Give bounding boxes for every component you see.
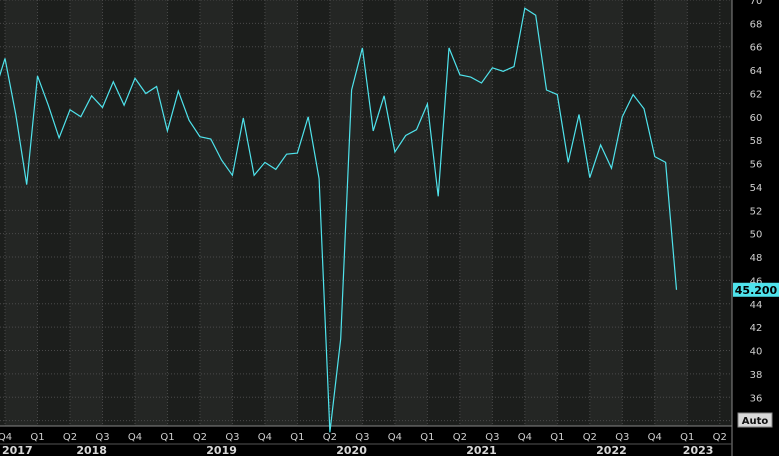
year-label: 2022 [596, 444, 627, 456]
series-group [0, 7, 678, 433]
quarter-band [589, 0, 623, 426]
x-tick-label: Q2 [453, 432, 467, 443]
y-tick-label: 42 [750, 323, 763, 334]
x-tick-label: Q3 [485, 432, 499, 443]
quarter-band [5, 0, 38, 426]
y-tick-label: 36 [750, 393, 763, 404]
auto-button-bg[interactable] [737, 412, 773, 428]
x-tick-label: Q1 [680, 432, 694, 443]
y-tick-label: 38 [750, 370, 763, 381]
y-tick-label: 58 [750, 136, 763, 147]
year-label: 2020 [336, 444, 367, 456]
y-tick-label: 52 [750, 206, 763, 217]
x-tick-label: Q1 [290, 432, 304, 443]
quarter-band [69, 0, 103, 426]
x-tick-label: Q1 [550, 432, 564, 443]
x-tick-label: Q4 [128, 432, 142, 443]
y-tick-label: 70 [750, 0, 763, 7]
y-tick-label: 68 [750, 19, 763, 30]
y-tick-label: 44 [750, 300, 763, 311]
year-label: 2023 [683, 444, 714, 456]
x-tick-label: Q4 [0, 432, 12, 443]
year-label: 2017 [2, 444, 33, 456]
last-value-badge-bg [733, 282, 779, 297]
y-tick-label: 50 [750, 230, 763, 241]
x-tick-label: Q4 [518, 432, 532, 443]
quarter-band [134, 0, 168, 426]
y-tick-label: 60 [750, 113, 763, 124]
year-label: 2018 [76, 444, 107, 456]
year-label: 2021 [466, 444, 497, 456]
x-tick-label: Q3 [225, 432, 239, 443]
x-tick-label: Q2 [583, 432, 597, 443]
quarter-band [199, 0, 233, 426]
y-tick-label: 48 [750, 253, 763, 264]
y-tick-label: 62 [750, 89, 763, 100]
x-tick-label: Q2 [323, 432, 337, 443]
series-line [0, 7, 678, 433]
x-tick-label: Q3 [615, 432, 629, 443]
y-tick-label: 40 [750, 347, 763, 358]
grid-lines [0, 0, 733, 456]
x-tick-label: Q4 [258, 432, 272, 443]
y-tick-label: 64 [750, 66, 763, 77]
x-tick-label: Q1 [160, 432, 174, 443]
x-axis-year-labels: 2017 2018 2019 2020 2021 2022 2023 [2, 444, 713, 456]
quarter-band [264, 0, 298, 426]
auto-button-label[interactable]: Auto [742, 416, 769, 427]
year-label: 2019 [206, 444, 237, 456]
x-tick-label: Q1 [30, 432, 44, 443]
auto-scale-button[interactable]: Auto [737, 412, 773, 428]
x-tick-label: Q2 [193, 432, 207, 443]
y-tick-label: 54 [750, 183, 763, 194]
quarter-band [394, 0, 428, 426]
x-tick-label: Q4 [648, 432, 662, 443]
y-tick-label: 46 [750, 276, 763, 287]
y-tick-label: 66 [750, 43, 763, 54]
y-tick-label: 56 [750, 160, 763, 171]
last-value-label: 45.200 [735, 284, 778, 297]
last-value-badge: 45.200 [733, 282, 779, 297]
x-tick-label: Q4 [388, 432, 402, 443]
quarter-bands [5, 0, 688, 426]
x-tick-label: Q1 [420, 432, 434, 443]
x-tick-label: Q2 [63, 432, 77, 443]
x-tick-label: Q3 [355, 432, 369, 443]
x-tick-label: Q2 [713, 432, 727, 443]
x-axis-quarter-ticks: Q4 Q1 Q2 Q3 Q4 Q1 Q2 Q3 Q4 Q1 Q2 Q3 Q4 Q1 Q2 Q3 Q4 Q1 Q2 Q3… [0, 432, 727, 443]
quarter-band [524, 0, 558, 426]
x-tick-label: Q3 [95, 432, 109, 443]
quarter-band [654, 0, 688, 426]
y-axis-ticks: 34363840424446485052545658606264666870 [750, 0, 763, 428]
quarter-band [459, 0, 493, 426]
